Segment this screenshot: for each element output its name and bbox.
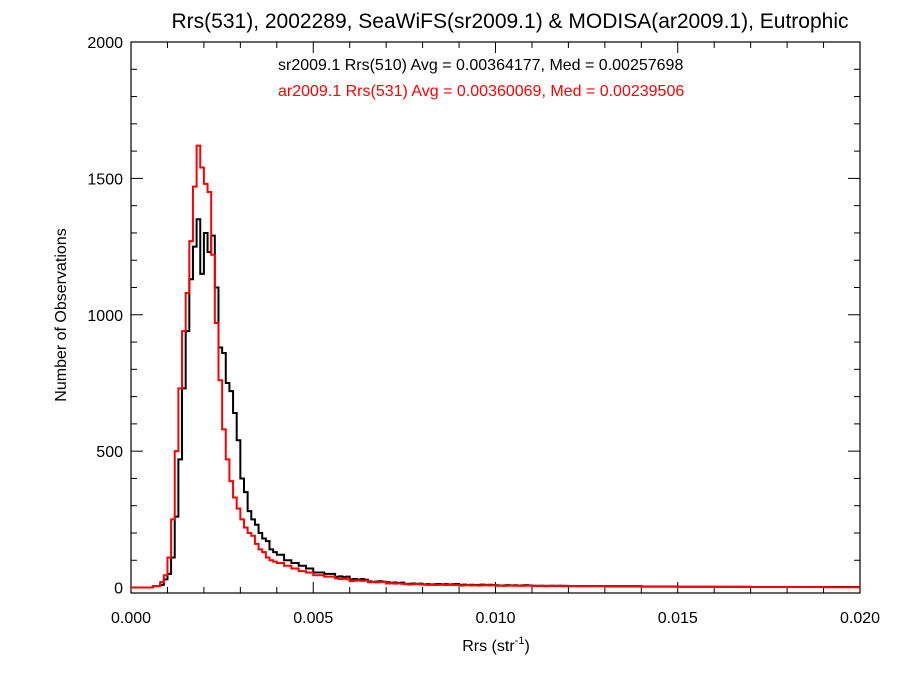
x-tick-label: 0.020 bbox=[840, 610, 880, 627]
x-tick-label: 0.010 bbox=[475, 610, 515, 627]
y-tick-label: 500 bbox=[96, 444, 123, 461]
series-sr2009-line bbox=[131, 218, 860, 589]
axes: 0.000 0.005 0.010 0.015 0.020 0 500 1000 1500 200… bbox=[87, 35, 880, 627]
series-ar2009-line bbox=[131, 144, 860, 589]
y-tick-label: 1500 bbox=[87, 171, 123, 188]
chart-title: Rrs(531), 2002289, SeaWiFS(sr2009.1) & M… bbox=[172, 10, 849, 33]
x-axis-label: Rrs (str-1) bbox=[462, 635, 530, 655]
x-axis-label-tail: ) bbox=[524, 638, 529, 655]
legend-entry: sr2009.1 Rrs(510) Avg = 0.00364177, Med … bbox=[278, 57, 683, 74]
x-axis-label-base: Rrs (str bbox=[462, 638, 515, 655]
x-tick-label: 0.015 bbox=[658, 610, 698, 627]
x-tick-label: 0.000 bbox=[111, 610, 151, 627]
y-tick-label: 2000 bbox=[87, 35, 123, 52]
y-tick-label: 1000 bbox=[87, 308, 123, 325]
series-lines bbox=[131, 144, 860, 589]
y-axis-label: Number of Observations bbox=[53, 228, 70, 401]
legend-entry: ar2009.1 Rrs(531) Avg = 0.00360069, Med … bbox=[278, 83, 684, 100]
x-axis-label-sup: -1 bbox=[515, 635, 525, 647]
y-tick-label: 0 bbox=[114, 581, 123, 598]
legend: sr2009.1 Rrs(510) Avg = 0.00364177, Med … bbox=[278, 57, 684, 100]
x-tick-label: 0.005 bbox=[293, 610, 333, 627]
